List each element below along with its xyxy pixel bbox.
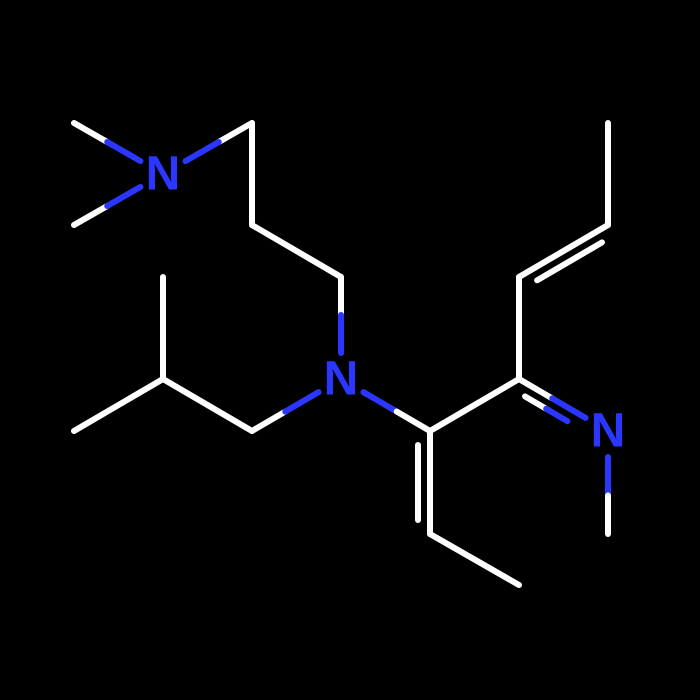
atom-label-n: N: [146, 148, 181, 201]
bond: [252, 225, 341, 277]
bond: [74, 379, 163, 431]
bond: [519, 225, 608, 277]
bond: [74, 123, 107, 142]
molecule-diagram: N N N: [0, 0, 700, 700]
bond: [74, 206, 107, 225]
bond: [107, 187, 140, 206]
bond: [186, 142, 219, 161]
atom-label-n: N: [324, 353, 359, 406]
bond: [285, 392, 318, 411]
bond: [252, 412, 285, 431]
bond: [397, 412, 430, 431]
bond: [430, 534, 519, 585]
atom-label-n: N: [591, 405, 626, 458]
bond: [219, 123, 252, 142]
bond: [525, 396, 546, 408]
bond: [363, 392, 396, 411]
bond: [163, 379, 252, 431]
bond: [546, 409, 567, 421]
bond: [107, 142, 140, 161]
bond: [430, 379, 519, 431]
